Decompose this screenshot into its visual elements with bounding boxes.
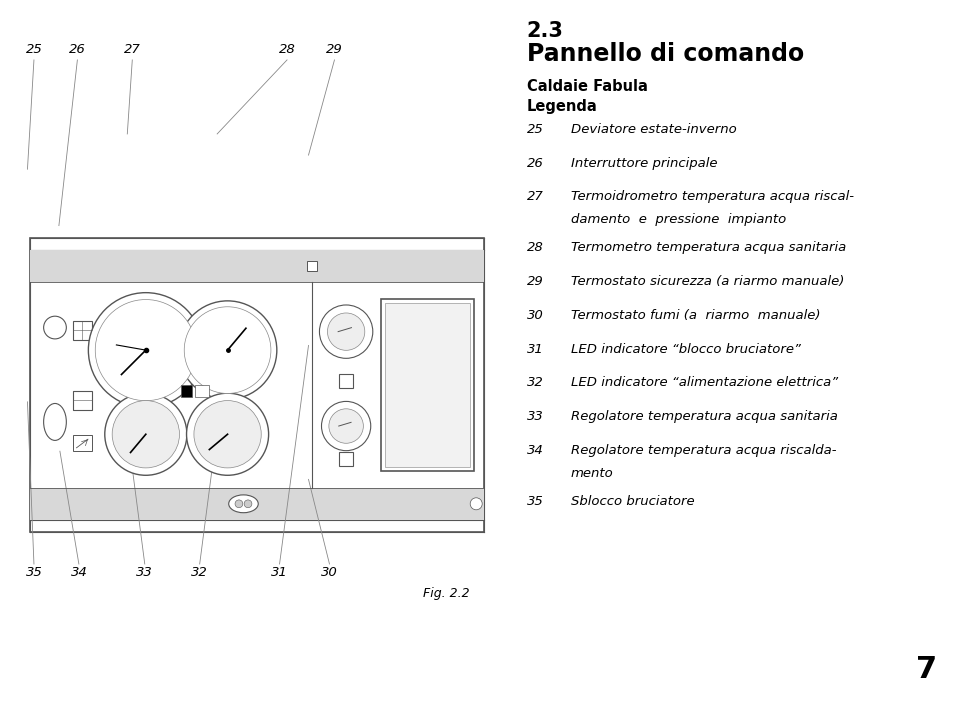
Circle shape <box>322 401 371 450</box>
Text: 27: 27 <box>527 190 543 203</box>
Text: LED indicatore “blocco bruciatore”: LED indicatore “blocco bruciatore” <box>570 343 801 355</box>
Text: Sblocco bruciatore: Sblocco bruciatore <box>570 495 694 508</box>
Text: 29: 29 <box>527 275 543 288</box>
Circle shape <box>95 300 197 400</box>
Text: 35: 35 <box>527 495 543 508</box>
Circle shape <box>105 393 187 475</box>
Bar <box>30 488 484 520</box>
Text: 25: 25 <box>26 43 42 56</box>
Text: Regolatore temperatura acqua riscalda-: Regolatore temperatura acqua riscalda- <box>570 444 836 457</box>
Text: 7: 7 <box>916 655 937 684</box>
Circle shape <box>470 498 482 510</box>
Text: 32: 32 <box>191 566 208 579</box>
Circle shape <box>327 313 365 350</box>
Text: Interruttore principale: Interruttore principale <box>570 157 717 169</box>
Text: Termostato sicurezza (a riarmo manuale): Termostato sicurezza (a riarmo manuale) <box>570 275 844 288</box>
Text: Termometro temperatura acqua sanitaria: Termometro temperatura acqua sanitaria <box>570 241 846 254</box>
Text: Fig. 2.2: Fig. 2.2 <box>422 587 469 600</box>
Text: Termostato fumi (a  riarmo  manuale): Termostato fumi (a riarmo manuale) <box>570 309 820 321</box>
Circle shape <box>43 316 66 339</box>
Circle shape <box>184 307 271 393</box>
Text: damento  e  pressione  impianto: damento e pressione impianto <box>570 213 786 226</box>
Ellipse shape <box>43 403 66 441</box>
Text: 31: 31 <box>271 566 288 579</box>
Bar <box>385 303 470 467</box>
Bar <box>381 299 474 471</box>
Text: Legenda: Legenda <box>527 99 597 114</box>
Text: 31: 31 <box>527 343 543 355</box>
Bar <box>30 250 484 283</box>
Circle shape <box>186 393 269 475</box>
Circle shape <box>194 400 261 468</box>
Bar <box>195 386 209 397</box>
Text: Termoidrometro temperatura acqua riscal-: Termoidrometro temperatura acqua riscal- <box>570 190 853 203</box>
Text: 29: 29 <box>326 43 343 56</box>
Text: 28: 28 <box>527 241 543 254</box>
Text: 25: 25 <box>527 123 543 135</box>
Bar <box>30 238 484 532</box>
Bar <box>73 391 92 410</box>
Circle shape <box>320 305 372 358</box>
Circle shape <box>329 409 363 443</box>
Circle shape <box>179 301 276 399</box>
Text: Deviatore estate-inverno: Deviatore estate-inverno <box>570 123 736 135</box>
Text: 30: 30 <box>321 566 338 579</box>
Bar <box>339 374 353 388</box>
Bar <box>73 436 92 450</box>
Bar <box>181 386 192 397</box>
Circle shape <box>88 293 204 407</box>
Text: 35: 35 <box>26 566 42 579</box>
Bar <box>306 262 317 271</box>
Circle shape <box>112 400 180 468</box>
Text: 33: 33 <box>527 410 543 423</box>
Text: 34: 34 <box>70 566 87 579</box>
Text: LED indicatore “alimentazione elettrica”: LED indicatore “alimentazione elettrica” <box>570 376 838 389</box>
Text: 28: 28 <box>278 43 296 56</box>
Text: 27: 27 <box>124 43 141 56</box>
Text: 26: 26 <box>69 43 85 56</box>
Text: 33: 33 <box>136 566 154 579</box>
Text: 26: 26 <box>527 157 543 169</box>
Text: Regolatore temperatura acqua sanitaria: Regolatore temperatura acqua sanitaria <box>570 410 837 423</box>
Text: 32: 32 <box>527 376 543 389</box>
Text: Pannello di comando: Pannello di comando <box>527 42 804 66</box>
Bar <box>339 452 353 466</box>
Circle shape <box>244 500 252 508</box>
Ellipse shape <box>228 495 258 513</box>
Text: 30: 30 <box>527 309 543 321</box>
Text: mento: mento <box>570 467 613 479</box>
Bar <box>73 321 92 340</box>
Circle shape <box>235 500 243 508</box>
Text: Caldaie Fabula: Caldaie Fabula <box>527 79 648 94</box>
Text: 2.3: 2.3 <box>527 21 564 41</box>
Text: 34: 34 <box>527 444 543 457</box>
